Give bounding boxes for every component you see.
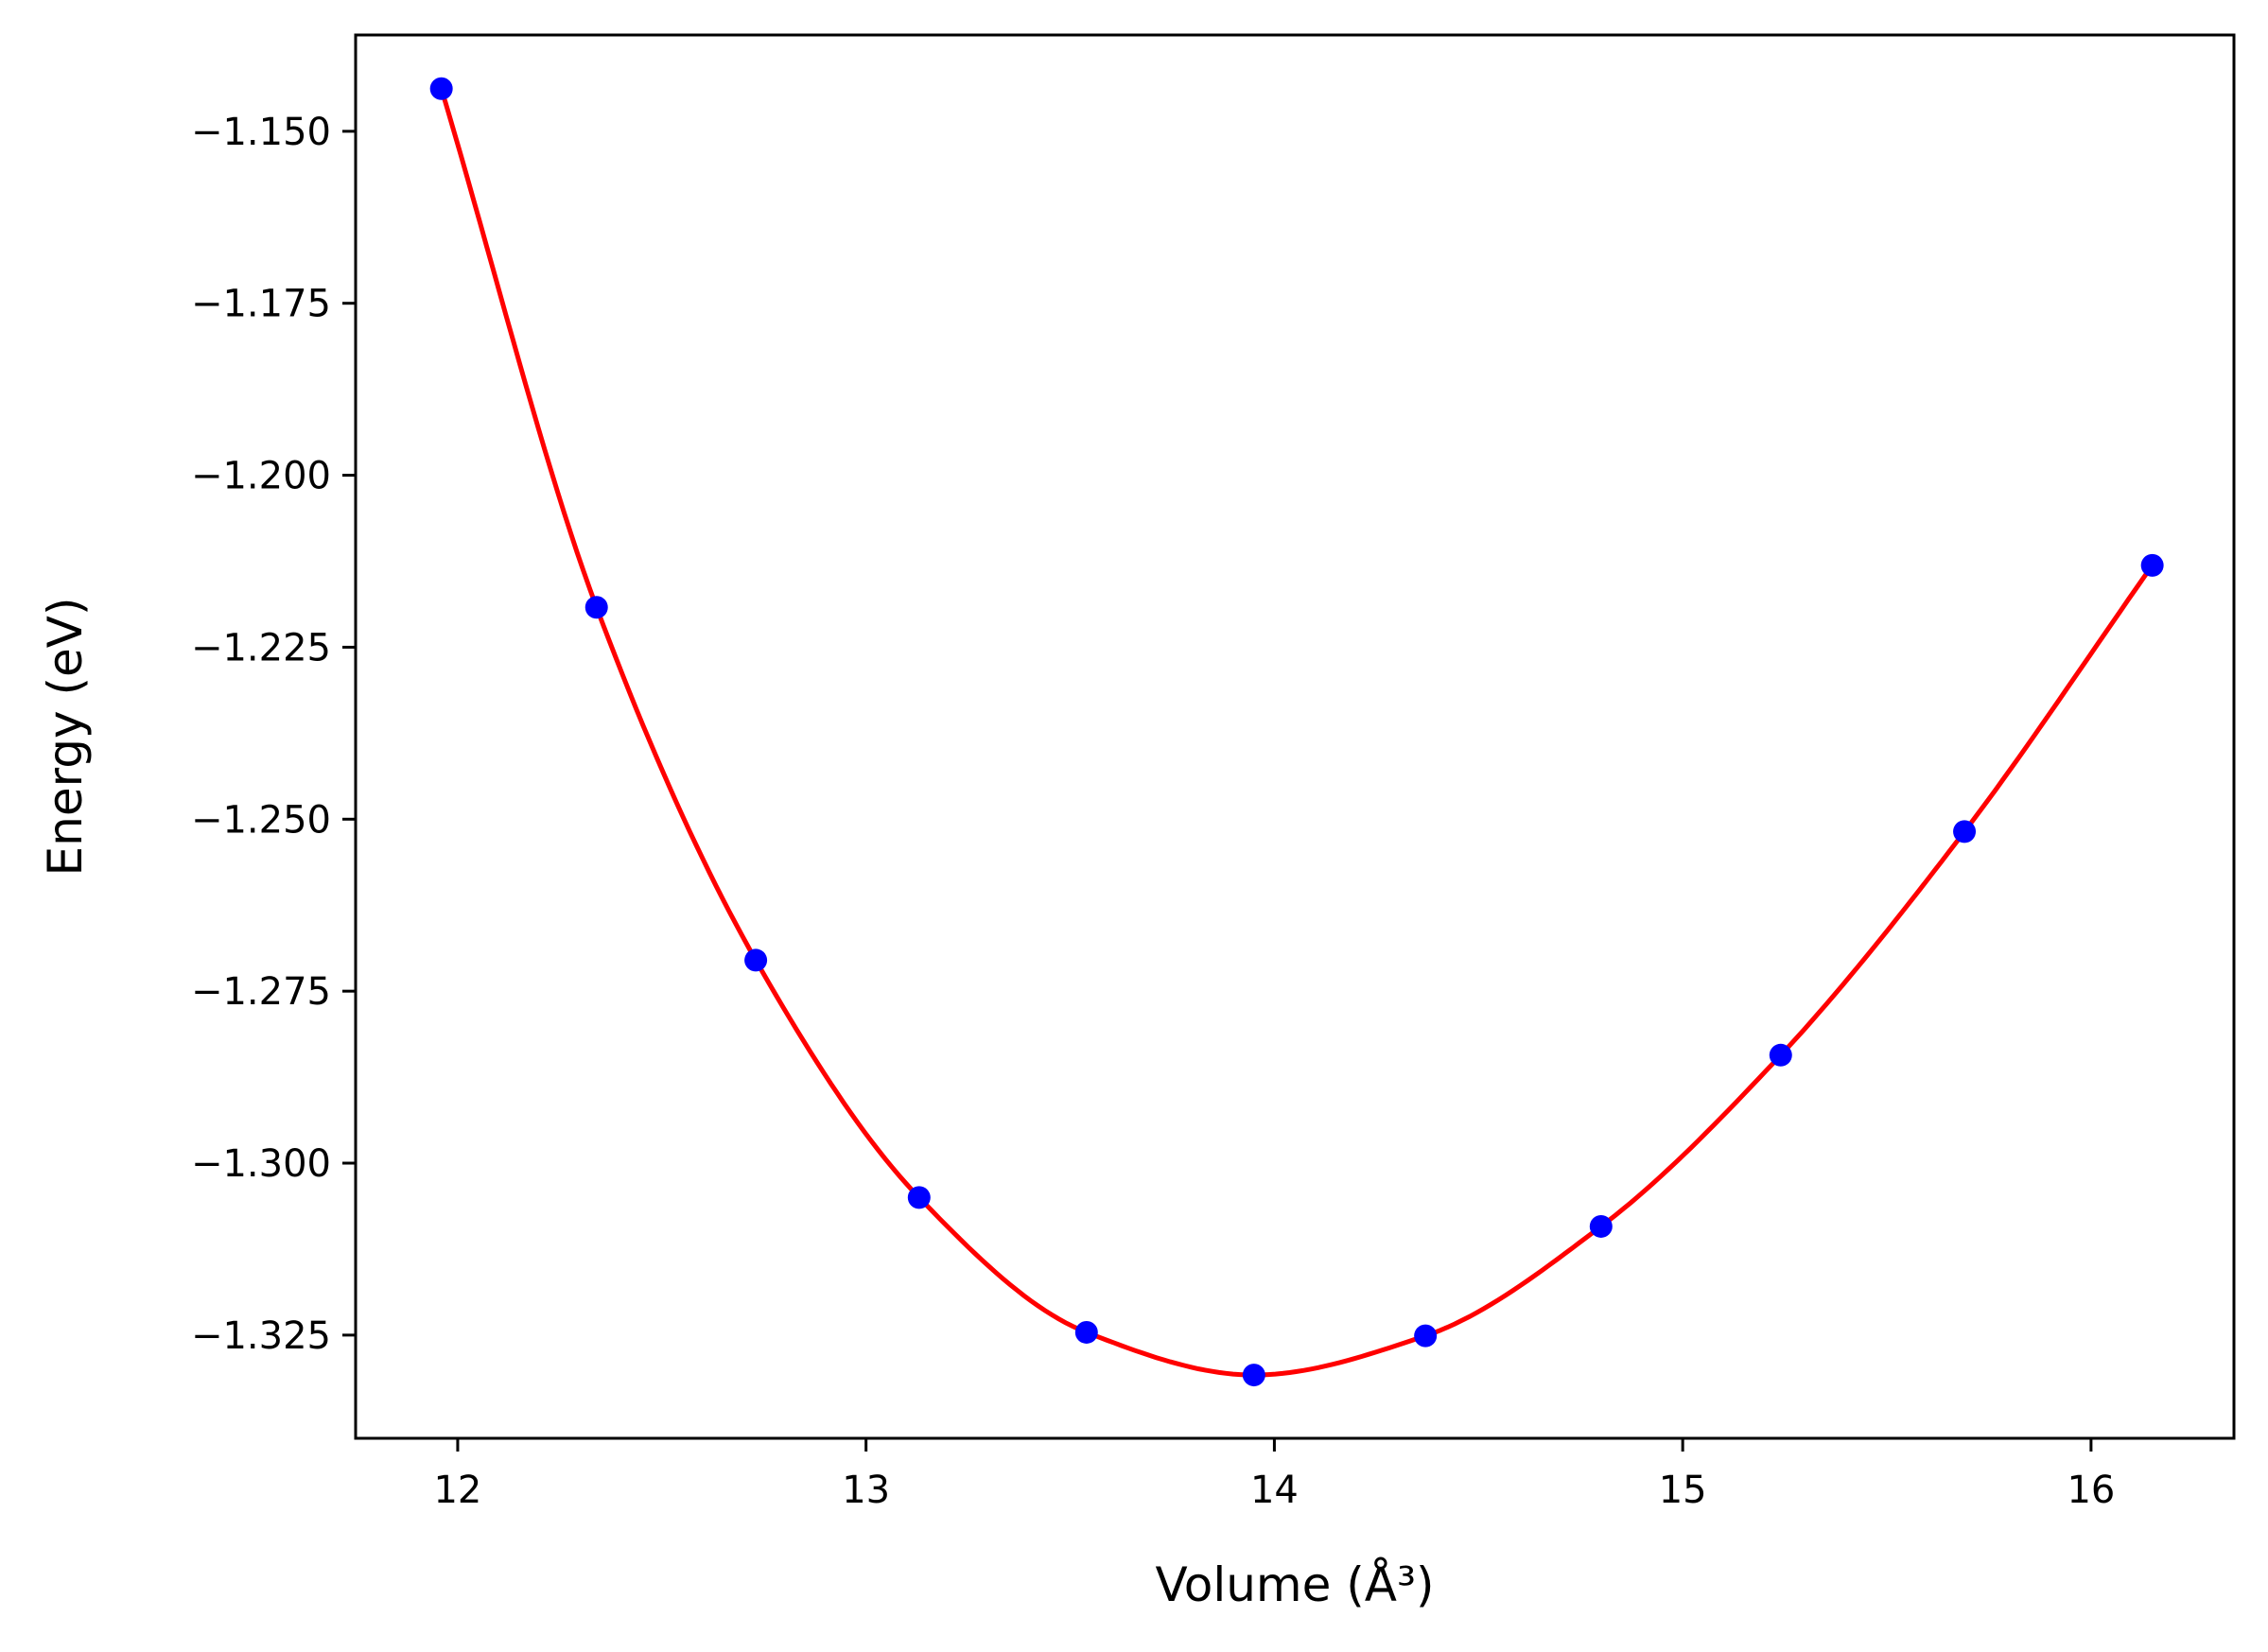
x-axis-title: Volume (Å³) — [1155, 1557, 1434, 1612]
x-tick-label: 12 — [433, 1469, 481, 1512]
data-point — [1953, 820, 1977, 843]
x-tick-label: 14 — [1250, 1469, 1299, 1512]
data-point — [744, 948, 768, 972]
y-tick-label: −1.250 — [191, 798, 331, 842]
y-tick-label: −1.300 — [191, 1142, 331, 1186]
x-tick-label: 15 — [1659, 1469, 1707, 1512]
data-point — [1769, 1043, 1792, 1067]
data-point — [1414, 1324, 1438, 1348]
data-point — [2140, 553, 2164, 577]
y-tick-label: −1.325 — [191, 1314, 331, 1358]
y-tick-label: −1.175 — [191, 283, 331, 326]
data-point — [584, 596, 608, 619]
y-tick-label: −1.200 — [191, 455, 331, 498]
y-tick-label: −1.225 — [191, 626, 331, 669]
y-axis-ticks: −1.150 −1.175 −1.200 −1.225 −1.250 −1.275 −1.3… — [191, 111, 356, 1358]
y-axis-title: Energy (eV) — [38, 598, 93, 877]
x-tick-label: 13 — [842, 1469, 890, 1512]
data-point — [1242, 1364, 1265, 1387]
plot-frame — [354, 33, 2236, 1440]
x-tick-label: 16 — [2067, 1469, 2115, 1512]
plot-series — [429, 77, 2164, 1387]
data-point — [429, 77, 453, 100]
data-point — [1589, 1214, 1613, 1238]
data-point — [907, 1186, 931, 1209]
y-tick-label: −1.275 — [191, 970, 331, 1014]
y-tick-label: −1.150 — [191, 111, 331, 154]
x-axis-ticks: 12 13 14 15 16 — [433, 1438, 2115, 1512]
data-point — [1074, 1320, 1098, 1344]
